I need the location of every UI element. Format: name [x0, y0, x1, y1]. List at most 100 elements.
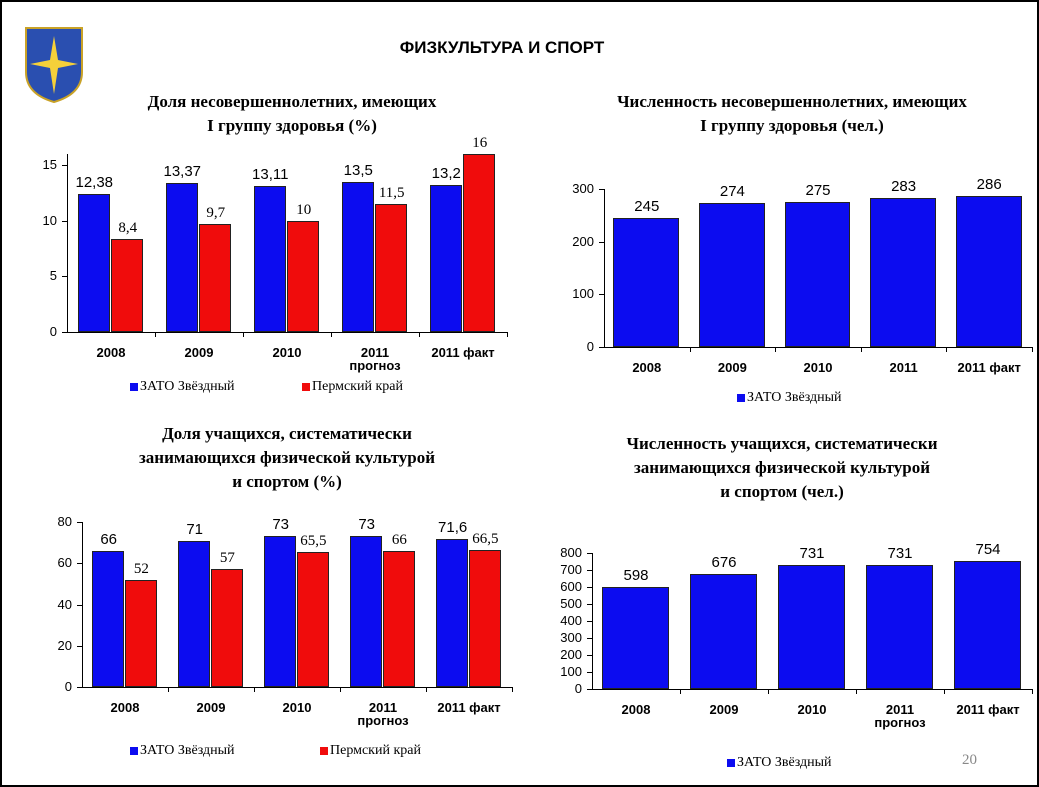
legend-swatch	[737, 394, 745, 402]
x-tick-label: 2010	[803, 360, 833, 375]
value-label: 13,37	[163, 163, 202, 181]
x-tick	[512, 687, 513, 692]
bar	[613, 217, 680, 347]
y-tick	[587, 689, 592, 690]
x-tick-label: 2010	[272, 345, 302, 360]
y-tick-label: 200	[572, 233, 594, 249]
y-tick-label: 20	[57, 637, 72, 653]
bar	[211, 569, 243, 687]
chart-title: Доля учащихся, систематически занимающих…	[138, 424, 436, 491]
x-tick	[856, 689, 857, 694]
y-tick	[62, 220, 67, 222]
value-label: 731	[799, 544, 825, 562]
bar	[436, 539, 468, 687]
value-label: 286	[976, 176, 1002, 194]
y-tick	[77, 645, 82, 647]
bar	[375, 204, 408, 332]
y-tick-label: 300	[560, 630, 582, 645]
bar	[287, 220, 320, 332]
bar	[125, 579, 157, 687]
y-tick-label: 10	[42, 212, 57, 228]
chart-title: Доля несовершеннолетних, имеющих I групп…	[147, 92, 437, 135]
bar	[341, 181, 374, 332]
value-label: 13,5	[343, 161, 373, 179]
legend-label: Пермский край	[330, 743, 421, 758]
x-axis	[82, 687, 512, 688]
bar	[870, 197, 936, 347]
y-tick	[587, 655, 592, 656]
y-tick-label: 15	[42, 157, 57, 173]
legend-swatch	[130, 383, 138, 391]
bar	[865, 564, 934, 689]
legend-swatch	[320, 747, 328, 755]
x-tick	[946, 347, 948, 352]
value-label: 11,5	[378, 185, 405, 202]
x-tick-label: 2011 факт	[957, 360, 1021, 375]
value-label: 71	[186, 520, 203, 538]
x-tick	[168, 687, 169, 692]
y-tick	[587, 570, 592, 571]
x-tick-label: 2008	[632, 360, 662, 375]
legend-swatch	[130, 747, 138, 755]
page-number: 20	[962, 752, 977, 768]
y-tick	[599, 347, 604, 348]
value-label: 9,7	[206, 205, 226, 222]
legend-label: Пермский край	[312, 379, 403, 394]
bar	[92, 550, 124, 687]
x-tick	[340, 687, 341, 692]
value-label: 283	[891, 177, 917, 195]
slide-title: ФИЗКУЛЬТУРА И СПОРТ	[399, 38, 605, 57]
bar	[111, 238, 144, 332]
x-tick-label: 2011 прогноз	[874, 702, 926, 730]
x-tick-label: 2009	[196, 700, 226, 715]
bar	[383, 550, 415, 687]
x-tick	[680, 689, 681, 694]
x-tick-label: 2011 прогноз	[349, 345, 401, 373]
value-label: 52	[133, 560, 149, 577]
y-tick-label: 0	[586, 339, 594, 354]
bar	[297, 551, 329, 687]
y-tick-label: 800	[560, 545, 582, 560]
y-tick-label: 100	[572, 286, 594, 302]
value-label: 13,2	[431, 165, 461, 183]
x-tick	[689, 347, 691, 352]
value-label: 598	[623, 567, 649, 585]
value-label: 731	[887, 544, 913, 562]
y-tick-label: 200	[560, 647, 582, 662]
legend-swatch	[302, 383, 310, 391]
x-tick	[860, 347, 862, 352]
y-tick-label: 0	[64, 679, 72, 694]
y-tick	[77, 522, 82, 523]
x-axis	[604, 347, 1032, 348]
y-tick-label: 300	[572, 181, 594, 196]
x-tick-label: 2011 прогноз	[357, 700, 409, 728]
bar	[784, 202, 851, 347]
y-tick	[587, 621, 592, 622]
y-tick-label: 0	[49, 324, 57, 339]
x-tick	[1032, 347, 1033, 352]
value-label: 274	[719, 182, 745, 200]
value-label: 275	[805, 182, 831, 200]
y-axis	[82, 522, 83, 687]
x-tick-label: 2008	[110, 700, 140, 715]
bar	[689, 574, 758, 689]
y-tick	[587, 587, 592, 588]
bar	[199, 224, 232, 332]
x-tick	[155, 332, 156, 337]
x-tick-label: 2010	[282, 700, 312, 715]
legend-label: ЗАТО Звёздный	[747, 390, 842, 405]
x-tick-label: 2011 факт	[431, 345, 495, 360]
x-tick	[768, 689, 769, 694]
bar	[955, 196, 1022, 347]
x-tick-label: 2010	[797, 702, 827, 717]
y-axis	[67, 154, 68, 332]
value-label: 245	[634, 197, 660, 215]
x-tick	[331, 332, 332, 337]
value-label: 754	[975, 540, 1001, 558]
value-label: 16	[472, 135, 488, 151]
y-tick-label: 0	[574, 681, 582, 696]
y-tick	[77, 563, 82, 565]
y-tick-label: 100	[560, 664, 582, 679]
y-tick-label: 5	[49, 268, 57, 284]
